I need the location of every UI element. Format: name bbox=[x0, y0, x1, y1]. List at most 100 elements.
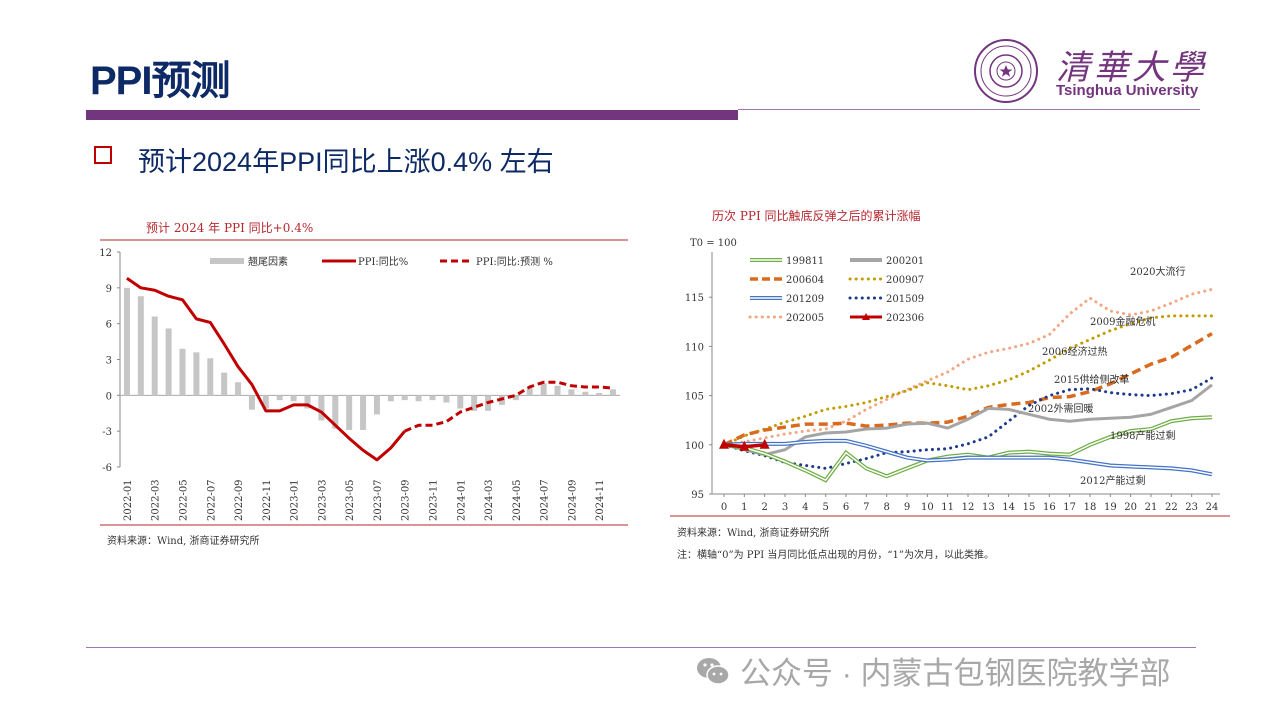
left-line-ppi-actual bbox=[126, 277, 406, 462]
left-bar bbox=[610, 389, 617, 396]
left-legend-label-bar: 翘尾因素 bbox=[248, 255, 288, 268]
right-line-201509 bbox=[722, 376, 1214, 470]
left-bar bbox=[221, 372, 228, 396]
left-y-tick-label: 6 bbox=[106, 320, 112, 331]
left-bar bbox=[304, 395, 311, 409]
left-chart: 12 9 6 3 0 -3 -6 2022-01 2022-03 2022-05 2022-07 20… bbox=[100, 239, 628, 526]
right-series-label: 1998产能过剩 bbox=[1110, 429, 1175, 442]
left-x-tick-label: 2023-09 bbox=[401, 479, 412, 521]
right-line-199811-inner bbox=[723, 416, 1213, 482]
right-x-tick-label: 8 bbox=[883, 502, 889, 513]
right-legend-label: 202005 bbox=[786, 313, 824, 324]
left-bar bbox=[457, 395, 464, 409]
right-line-202306-marker bbox=[739, 440, 750, 451]
right-y-tick-label: 105 bbox=[685, 392, 704, 403]
left-x-tick-label: 2024-11 bbox=[595, 479, 606, 521]
right-x-tick-label: 20 bbox=[1124, 502, 1137, 513]
left-x-tick-label: 2024-03 bbox=[484, 479, 495, 521]
right-legend-label: 201509 bbox=[886, 294, 924, 305]
left-y-tick-label: 9 bbox=[106, 284, 112, 295]
left-bar bbox=[193, 352, 200, 396]
left-bar bbox=[360, 395, 367, 430]
left-x-tick-label: 2023-01 bbox=[290, 479, 301, 521]
left-x-tick-label: 2022-03 bbox=[151, 479, 162, 521]
left-x-tick-label: 2024-01 bbox=[456, 479, 467, 521]
left-bar bbox=[415, 395, 422, 402]
right-x-tick-label: 0 bbox=[721, 502, 727, 513]
left-bar bbox=[429, 395, 436, 401]
right-x-tick-label: 21 bbox=[1145, 502, 1158, 513]
left-line-ppi-forecast bbox=[404, 380, 614, 433]
right-x-tick-label: 23 bbox=[1185, 502, 1198, 513]
right-x-tick-label: 6 bbox=[843, 502, 849, 513]
right-x-tick-label: 19 bbox=[1104, 502, 1117, 513]
left-bar bbox=[248, 395, 255, 410]
left-bar bbox=[596, 392, 603, 396]
left-chart-source: 资料来源：Wind, 浙商证券研究所 bbox=[107, 536, 260, 547]
right-x-tick-label: 7 bbox=[863, 502, 869, 513]
tsinghua-emblem-icon bbox=[974, 39, 1038, 103]
right-x-tick-label: 12 bbox=[962, 502, 975, 513]
left-y-tick-label: 0 bbox=[106, 391, 112, 402]
right-x-tick-label: 15 bbox=[1023, 502, 1036, 513]
logo-chinese-text: 清華大學 bbox=[1056, 48, 1208, 88]
left-bar bbox=[512, 395, 519, 401]
right-x-tick-label: 4 bbox=[802, 502, 808, 513]
left-legend-label-line: PPI:同比% bbox=[358, 256, 408, 268]
left-y-tick-label: -6 bbox=[102, 463, 112, 474]
left-bar bbox=[387, 395, 394, 402]
left-bar bbox=[262, 395, 269, 409]
title-underline-thin bbox=[738, 109, 1200, 110]
left-x-tick-label: 2023-03 bbox=[317, 479, 328, 521]
right-series-label: 2020大流行 bbox=[1130, 265, 1185, 278]
right-series-label: 2012产能过剩 bbox=[1080, 474, 1145, 487]
footer-watermark: 公众号 · 内蒙古包钢医院教学部 bbox=[696, 648, 1171, 693]
right-series-label: 2006经济过热 bbox=[1042, 345, 1107, 358]
right-series-label: 2015供给侧改革 bbox=[1054, 373, 1129, 386]
right-x-tick-label: 13 bbox=[982, 502, 995, 513]
right-x-tick-label: 1 bbox=[741, 502, 747, 513]
left-x-tick-label: 2023-07 bbox=[373, 479, 384, 521]
right-x-tick-label: 11 bbox=[941, 502, 954, 513]
left-x-tick-label: 2024-09 bbox=[567, 479, 578, 521]
right-legend-label: 202306 bbox=[886, 313, 924, 324]
bullet-square-icon bbox=[94, 146, 112, 164]
footer-text: 公众号 · 内蒙古包钢医院教学部 bbox=[740, 656, 1171, 691]
right-series-label: 2009金融危机 bbox=[1090, 315, 1155, 328]
left-bar bbox=[540, 383, 547, 396]
right-line-201209-inner bbox=[723, 440, 1213, 476]
left-bar bbox=[207, 358, 214, 396]
right-line-200907 bbox=[722, 314, 1214, 447]
right-x-tick-label: 3 bbox=[782, 502, 788, 513]
left-y-tick-label: -3 bbox=[102, 427, 112, 438]
title-underline-bar bbox=[86, 110, 738, 120]
right-line-202005 bbox=[722, 287, 1214, 447]
left-bar bbox=[332, 395, 339, 429]
right-legend-label: 200201 bbox=[886, 256, 924, 267]
right-line-200604 bbox=[723, 332, 1213, 447]
right-chart-source: 资料来源：Wind, 浙商证券研究所 bbox=[677, 528, 830, 539]
left-x-tick-label: 2024-05 bbox=[512, 479, 523, 521]
right-legend-label: 200907 bbox=[886, 275, 924, 286]
right-y-tick-label: 115 bbox=[685, 293, 704, 304]
left-bar bbox=[151, 316, 158, 396]
left-bar bbox=[276, 395, 283, 401]
left-bar bbox=[568, 389, 575, 396]
left-bar bbox=[582, 391, 589, 396]
right-y-unit-label: T0 = 100 bbox=[690, 238, 737, 249]
right-legend-label: 199811 bbox=[786, 256, 824, 267]
right-legend-label: 201209 bbox=[786, 294, 824, 305]
left-bar bbox=[373, 395, 380, 415]
right-x-tick-label: 14 bbox=[1002, 502, 1015, 513]
right-x-tick-label: 5 bbox=[822, 502, 828, 513]
left-bar bbox=[165, 328, 172, 396]
left-y-tick-label: 12 bbox=[100, 248, 112, 259]
left-legend-swatch-bar bbox=[210, 258, 244, 264]
right-x-tick-label: 10 bbox=[921, 502, 934, 513]
right-line-202306-marker bbox=[759, 438, 770, 449]
left-bar bbox=[179, 348, 186, 396]
left-bar bbox=[401, 395, 408, 401]
left-bar bbox=[443, 395, 450, 403]
left-legend-label-dashed: PPI:同比:预测 % bbox=[476, 255, 553, 268]
left-x-tick-label: 2022-09 bbox=[234, 479, 245, 521]
